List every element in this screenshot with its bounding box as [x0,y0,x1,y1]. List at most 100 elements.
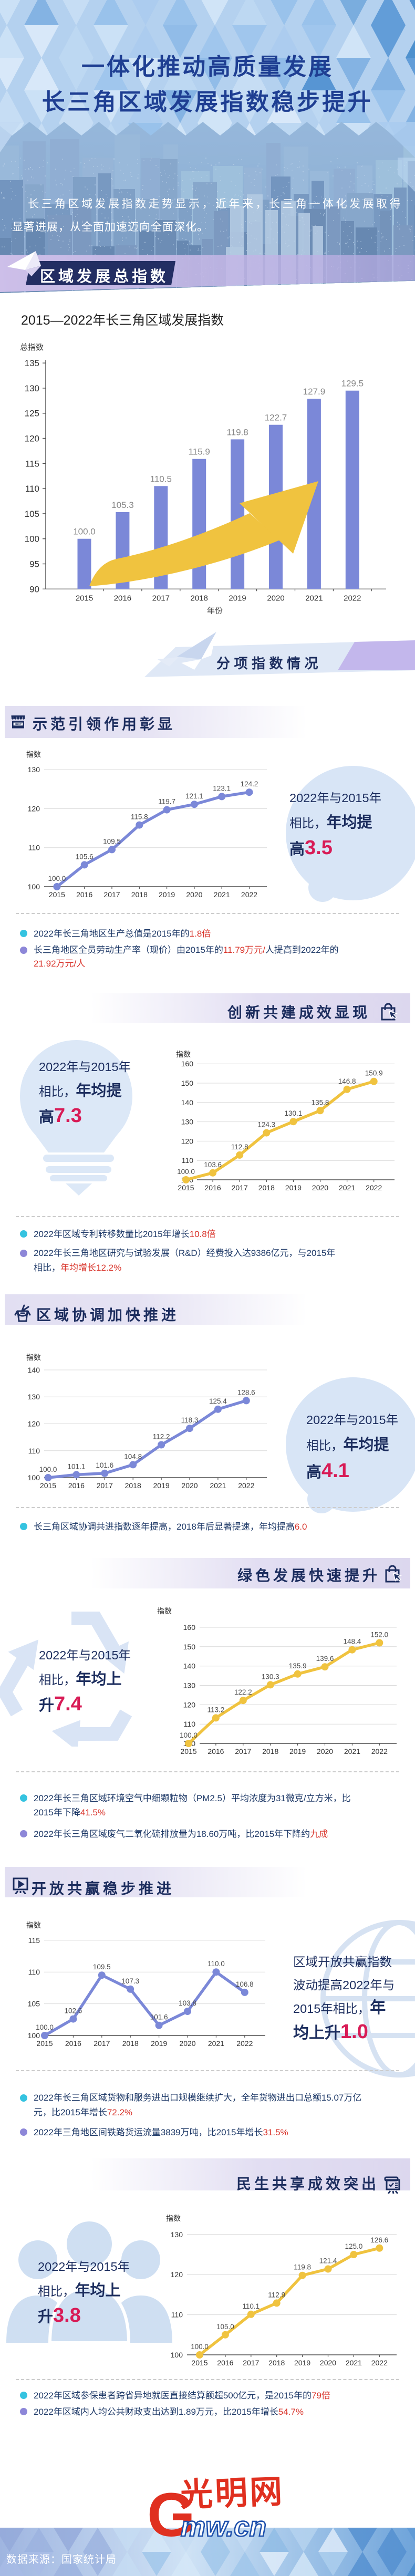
svg-text:2021: 2021 [210,1481,226,1490]
svg-text:120: 120 [181,1137,194,1145]
svg-text:115.8: 115.8 [131,813,148,821]
svg-text:127.9: 127.9 [303,387,326,397]
svg-text:112.8: 112.8 [231,1143,248,1151]
svg-text:2022: 2022 [241,890,257,899]
svg-text:2015: 2015 [191,2359,208,2366]
svg-text:122.2: 122.2 [234,1688,252,1696]
svg-text:120: 120 [25,434,39,444]
svg-text:103.8: 103.8 [179,1999,196,2007]
svg-text:118.3: 118.3 [181,1416,199,1424]
svg-text:105: 105 [25,509,39,519]
svg-text:2015: 2015 [178,1183,194,1192]
svg-text:120: 120 [171,2270,183,2279]
svg-text:122.7: 122.7 [265,413,287,423]
svg-text:110: 110 [25,484,39,494]
svg-text:112.2: 112.2 [153,1433,170,1441]
svg-text:110: 110 [28,1447,40,1455]
svg-text:100: 100 [171,2351,183,2359]
svg-text:2017: 2017 [103,890,120,899]
svg-text:2018: 2018 [122,2039,139,2048]
svg-text:100.0: 100.0 [73,527,96,537]
svg-text:101.1: 101.1 [68,1462,86,1470]
svg-text:130: 130 [181,1118,194,1126]
svg-text:130: 130 [28,765,40,774]
svg-text:SHOP: SHOP [15,723,22,725]
svg-text:2021: 2021 [346,2359,362,2366]
svg-text:110: 110 [171,2311,183,2319]
svg-text:113.2: 113.2 [208,1706,225,1713]
svg-text:125.4: 125.4 [209,1397,227,1405]
svg-text:130: 130 [171,2230,183,2239]
svg-text:2022: 2022 [371,2359,388,2366]
svg-text:100.0: 100.0 [180,1731,198,1739]
svg-text:110: 110 [184,1720,196,1728]
svg-text:mw.cn: mw.cn [181,2511,266,2542]
svg-text:120: 120 [28,1420,40,1428]
svg-text:101.6: 101.6 [96,1461,113,1469]
svg-text:120: 120 [183,1700,196,1709]
svg-text:130: 130 [25,383,39,393]
svg-text:107.3: 107.3 [121,1977,139,1985]
svg-text:100.0: 100.0 [39,1466,57,1473]
svg-text:2019: 2019 [159,890,175,899]
svg-text:140: 140 [181,1098,194,1107]
svg-text:2017: 2017 [243,2359,259,2366]
svg-text:G: G [147,2480,195,2550]
svg-text:125.0: 125.0 [345,2242,363,2250]
svg-text:109.5: 109.5 [103,837,121,845]
svg-text:119.8: 119.8 [294,2263,311,2271]
svg-text:2019: 2019 [289,1747,306,1756]
svg-text:2016: 2016 [205,1183,221,1192]
svg-text:2019: 2019 [151,2039,167,2048]
svg-text:110: 110 [182,1156,194,1165]
svg-text:100.0: 100.0 [191,2343,209,2351]
svg-text:2022: 2022 [236,2039,253,2048]
svg-text:2019: 2019 [285,1183,302,1192]
svg-text:112.9: 112.9 [268,2291,285,2299]
svg-text:2017: 2017 [94,2039,110,2048]
svg-text:110.0: 110.0 [208,1960,225,1968]
svg-text:115: 115 [25,459,39,469]
svg-text:125: 125 [25,409,39,419]
svg-text:150.9: 150.9 [365,1069,383,1077]
svg-text:2015: 2015 [40,1481,56,1490]
svg-text:2016: 2016 [217,2359,233,2366]
svg-text:135: 135 [25,358,39,368]
svg-text:135.8: 135.8 [312,1098,329,1106]
svg-text:2017: 2017 [152,594,170,603]
svg-text:130: 130 [28,1393,40,1401]
svg-text:指数: 指数 [176,1050,191,1058]
svg-text:100: 100 [28,882,40,891]
svg-text:95: 95 [29,559,39,569]
svg-text:135.9: 135.9 [289,1662,307,1670]
svg-text:128.6: 128.6 [237,1388,255,1396]
svg-text:2018: 2018 [191,594,208,603]
svg-text:2021: 2021 [339,1183,355,1192]
svg-text:2020: 2020 [179,2039,195,2048]
svg-text:2021: 2021 [344,1747,360,1756]
svg-text:148.4: 148.4 [344,1638,361,1646]
svg-text:106.8: 106.8 [236,1980,254,1988]
svg-text:100.0: 100.0 [36,2023,54,2031]
svg-text:160: 160 [181,1060,194,1068]
svg-text:2015: 2015 [180,1747,196,1756]
svg-text:2022: 2022 [344,594,361,603]
svg-text:105: 105 [28,2000,40,2008]
svg-text:2020: 2020 [312,1183,328,1192]
svg-text:2016: 2016 [208,1747,224,1756]
svg-text:130.3: 130.3 [262,1673,279,1680]
svg-text:2022: 2022 [238,1481,254,1490]
svg-text:120: 120 [28,804,40,813]
svg-text:119.8: 119.8 [226,427,248,437]
svg-text:100: 100 [28,1473,40,1482]
svg-text:150: 150 [181,1079,194,1087]
svg-text:119.7: 119.7 [158,798,175,806]
svg-text:指数: 指数 [26,1921,41,1929]
svg-text:126.6: 126.6 [370,2236,388,2244]
svg-text:105.3: 105.3 [111,500,134,510]
svg-text:2020: 2020 [267,594,284,603]
svg-text:2022: 2022 [366,1183,382,1192]
svg-text:130.1: 130.1 [285,1109,303,1117]
svg-text:100: 100 [28,2031,40,2040]
svg-text:90: 90 [29,584,39,594]
